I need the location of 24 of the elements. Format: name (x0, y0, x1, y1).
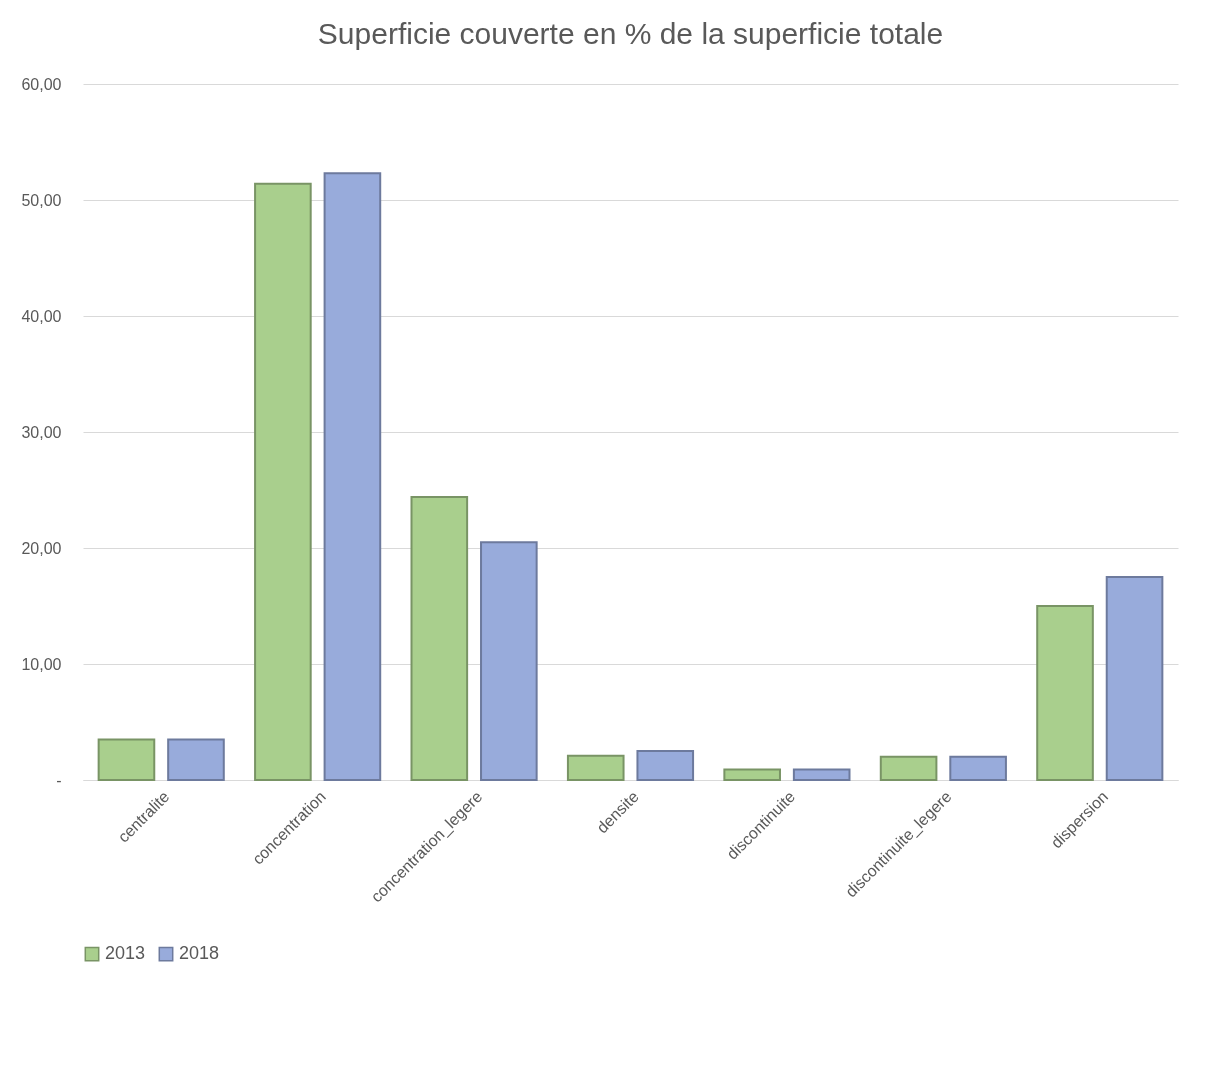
y-tick-label: 50,00 (21, 191, 62, 209)
bar (792, 768, 851, 781)
bar (636, 750, 695, 781)
chart-title: Superficie couverte en % de la superficie totale (317, 17, 944, 50)
bar (410, 495, 469, 781)
bar (97, 738, 156, 781)
bar (1105, 576, 1164, 781)
bar (566, 754, 625, 781)
legend-label: 2018 (179, 943, 220, 964)
bar (254, 182, 312, 781)
bar (723, 768, 781, 781)
y-tick-label: - (56, 771, 62, 789)
y-tick-label: 30,00 (21, 423, 62, 441)
y-tick-label: 60,00 (21, 75, 62, 93)
bar (323, 172, 382, 781)
bar (480, 541, 538, 781)
bar (879, 755, 938, 781)
y-tick-label: 20,00 (21, 539, 62, 557)
bar (167, 738, 225, 781)
legend-label: 2013 (105, 943, 146, 964)
y-tick-label: 40,00 (21, 307, 62, 325)
y-tick-label: 10,00 (21, 655, 62, 673)
bar (949, 755, 1007, 781)
bar (1036, 605, 1094, 781)
